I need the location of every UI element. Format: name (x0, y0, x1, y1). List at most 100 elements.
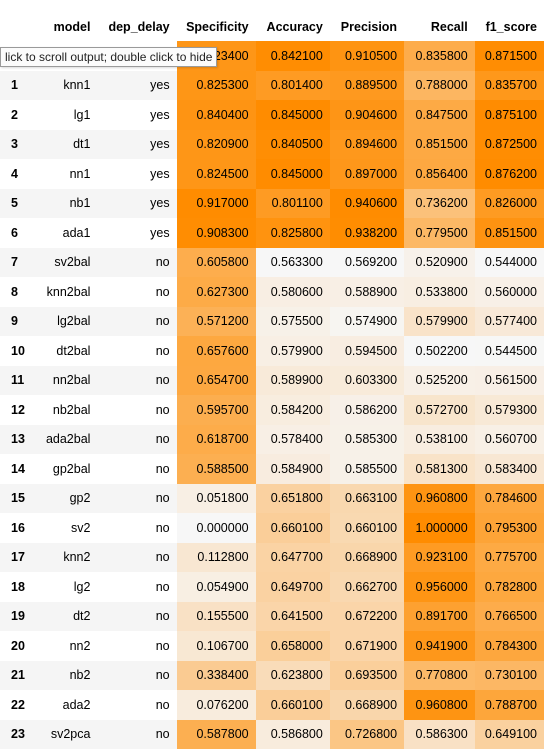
specificity-cell: 0.917000 (177, 189, 256, 219)
specificity-cell: 0.076200 (177, 690, 256, 720)
model-cell: nb2 (33, 661, 98, 691)
recall-cell: 0.525200 (404, 366, 475, 396)
precision-cell: 0.594500 (330, 336, 404, 366)
row-index: 14 (0, 454, 33, 484)
accuracy-cell: 0.649700 (256, 572, 330, 602)
row-index: 13 (0, 425, 33, 455)
row-index: 23 (0, 720, 33, 749)
model-cell: lg1 (33, 100, 98, 130)
accuracy-cell: 0.575500 (256, 307, 330, 337)
recall-cell: 0.579900 (404, 307, 475, 337)
model-cell: nb2bal (33, 395, 98, 425)
specificity-cell: 0.840400 (177, 100, 256, 130)
row-index: 5 (0, 189, 33, 219)
dep-delay-cell: no (97, 425, 176, 455)
precision-cell: 0.938200 (330, 218, 404, 248)
f1-score-cell: 0.561500 (475, 366, 544, 396)
row-index: 10 (0, 336, 33, 366)
precision-cell: 0.588900 (330, 277, 404, 307)
f1-score-cell: 0.872500 (475, 130, 544, 160)
accuracy-cell: 0.840500 (256, 130, 330, 160)
recall-cell: 0.891700 (404, 602, 475, 632)
dep-delay-cell: no (97, 484, 176, 514)
accuracy-cell: 0.658000 (256, 631, 330, 661)
specificity-cell: 0.054900 (177, 572, 256, 602)
row-index: 21 (0, 661, 33, 691)
specificity-cell: 0.595700 (177, 395, 256, 425)
dep-delay-cell: no (97, 572, 176, 602)
model-cell: ada2bal (33, 425, 98, 455)
dep-delay-cell: no (97, 277, 176, 307)
recall-cell: 0.960800 (404, 690, 475, 720)
recall-header: Recall (404, 12, 475, 41)
f1-score-cell: 0.544500 (475, 336, 544, 366)
row-index: 22 (0, 690, 33, 720)
recall-cell: 0.835800 (404, 41, 475, 71)
accuracy-cell: 0.801100 (256, 189, 330, 219)
f1-score-cell: 0.871500 (475, 41, 544, 71)
accuracy-cell: 0.801400 (256, 71, 330, 101)
f1-score-cell: 0.577400 (475, 307, 544, 337)
specificity-cell: 0.627300 (177, 277, 256, 307)
precision-cell: 0.603300 (330, 366, 404, 396)
table-body: 00.8234000.8421000.9105000.8358000.87150… (0, 41, 544, 749)
accuracy-cell: 0.660100 (256, 513, 330, 543)
output-scroll-tooltip[interactable]: lick to scroll output; double click to h… (0, 47, 217, 67)
f1-score-cell: 0.544000 (475, 248, 544, 278)
f1-score-cell: 0.782800 (475, 572, 544, 602)
f1-score-cell: 0.730100 (475, 661, 544, 691)
precision-cell: 0.910500 (330, 41, 404, 71)
model-cell: knn2 (33, 543, 98, 573)
precision-cell: 0.668900 (330, 690, 404, 720)
row-index: 8 (0, 277, 33, 307)
precision-cell: 0.894600 (330, 130, 404, 160)
specificity-header: Specificity (177, 12, 256, 41)
accuracy-cell: 0.623800 (256, 661, 330, 691)
specificity-cell: 0.000000 (177, 513, 256, 543)
row-index: 19 (0, 602, 33, 632)
row-index: 17 (0, 543, 33, 573)
specificity-cell: 0.587800 (177, 720, 256, 749)
specificity-cell: 0.155500 (177, 602, 256, 632)
dep-delay-cell: no (97, 366, 176, 396)
recall-cell: 0.533800 (404, 277, 475, 307)
model-cell: sv2 (33, 513, 98, 543)
dep-delay-cell: no (97, 307, 176, 337)
model-cell: dt2bal (33, 336, 98, 366)
precision-cell: 0.671900 (330, 631, 404, 661)
precision-cell: 0.897000 (330, 159, 404, 189)
recall-cell: 0.770800 (404, 661, 475, 691)
row-index: 12 (0, 395, 33, 425)
row-index: 6 (0, 218, 33, 248)
f1-score-cell: 0.560000 (475, 277, 544, 307)
f1-score-cell: 0.766500 (475, 602, 544, 632)
dep-delay-cell: no (97, 661, 176, 691)
precision-cell: 0.660100 (330, 513, 404, 543)
dep-delay-cell: yes (97, 71, 176, 101)
recall-cell: 0.572700 (404, 395, 475, 425)
accuracy-cell: 0.660100 (256, 690, 330, 720)
accuracy-cell: 0.589900 (256, 366, 330, 396)
accuracy-cell: 0.651800 (256, 484, 330, 514)
accuracy-cell: 0.647700 (256, 543, 330, 573)
model-cell: sv2pca (33, 720, 98, 749)
dep-delay-cell: yes (97, 130, 176, 160)
specificity-cell: 0.824500 (177, 159, 256, 189)
model-cell: gp2bal (33, 454, 98, 484)
recall-cell: 0.788000 (404, 71, 475, 101)
recall-cell: 0.502200 (404, 336, 475, 366)
dep-delay-cell: no (97, 690, 176, 720)
